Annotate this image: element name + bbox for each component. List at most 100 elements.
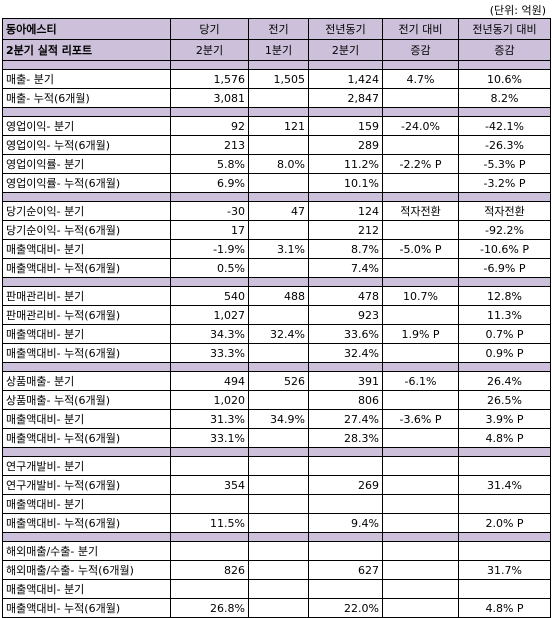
row-label: 매출액대비- 누적(6개월) (2, 513, 171, 533)
row-label: 영업이익- 분기 (2, 116, 171, 136)
table-row: 매출액대비- 누적(6개월) 26.8% 22.0% 4.8% P (2, 598, 551, 618)
col-header-yoy: 전년동기 (308, 18, 383, 40)
cell-previous: 47 (248, 201, 309, 221)
table-row: 매출- 분기 1,576 1,505 1,424 4.7% 10.6% (2, 69, 551, 89)
row-label: 매출- 누적(6개월) (2, 88, 171, 108)
cell-yoy-change: 적자전환 (458, 201, 551, 221)
table-body: 매출- 분기 1,576 1,505 1,424 4.7% 10.6% 매출- 누적(6개월… (2, 60, 551, 618)
cell-previous (248, 173, 309, 193)
table-row: 해외매출/수출- 누적(6개월) 826 627 31.7% (2, 560, 551, 580)
cell-qoq-change: -24.0% (382, 116, 459, 136)
row-label: 판매관리비- 누적(6개월) (2, 305, 171, 325)
cell-current: 6.9% (170, 173, 249, 193)
separator-cell (2, 362, 171, 372)
cell-previous (248, 513, 309, 533)
cell-previous (248, 579, 309, 599)
col-header-yoy-change: 전년동기 대비 (458, 18, 551, 40)
cell-yoy (308, 494, 383, 514)
table-row: 영업이익- 누적(6개월) 213 289 -26.3% (2, 135, 551, 155)
cell-yoy: 2,847 (308, 88, 383, 108)
cell-qoq-change: -3.6% P (382, 409, 459, 429)
table-row: 영업이익률- 분기 5.8% 8.0% 11.2% -2.2% P -5.3% P (2, 154, 551, 174)
cell-yoy: 806 (308, 390, 383, 410)
separator-cell (382, 447, 459, 457)
cell-yoy-change: -10.6% P (458, 239, 551, 259)
section-separator (2, 192, 551, 202)
separator-cell (382, 107, 459, 117)
table-row: 영업이익률- 누적(6개월) 6.9% 10.1% -3.2% P (2, 173, 551, 193)
cell-current: 213 (170, 135, 249, 155)
unit-label: (단위: 억원) (489, 4, 546, 17)
cell-previous (248, 475, 309, 495)
separator-cell (308, 532, 383, 542)
row-label: 당기순이익- 분기 (2, 201, 171, 221)
cell-qoq-change (382, 173, 459, 193)
table-row: 당기순이익- 누적(6개월) 17 212 -92.2% (2, 220, 551, 240)
cell-previous: 526 (248, 371, 309, 391)
cell-qoq-change (382, 456, 459, 476)
cell-yoy-change: 11.3% (458, 305, 551, 325)
separator-cell (2, 447, 171, 457)
cell-yoy: 124 (308, 201, 383, 221)
row-label: 매출액대비- 분기 (2, 494, 171, 514)
section-separator (2, 60, 551, 70)
table-row: 매출액대비- 누적(6개월) 33.1% 28.3% 4.8% P (2, 428, 551, 448)
row-label: 매출액대비- 누적(6개월) (2, 343, 171, 363)
separator-cell (2, 107, 171, 117)
cell-yoy: 33.6% (308, 324, 383, 344)
cell-yoy: 269 (308, 475, 383, 495)
separator-cell (170, 107, 249, 117)
cell-qoq-change: -5.0% P (382, 239, 459, 259)
cell-qoq-change: 1.9% P (382, 324, 459, 344)
cell-current: 17 (170, 220, 249, 240)
cell-qoq-change (382, 541, 459, 561)
separator-cell (170, 532, 249, 542)
separator-cell (382, 277, 459, 287)
separator-cell (248, 362, 309, 372)
separator-cell (2, 60, 171, 70)
cell-yoy: 923 (308, 305, 383, 325)
row-label: 해외매출/수출- 분기 (2, 541, 171, 561)
cell-yoy-change: 4.8% P (458, 598, 551, 618)
cell-yoy: 212 (308, 220, 383, 240)
cell-previous (248, 390, 309, 410)
cell-yoy-change: -26.3% (458, 135, 551, 155)
cell-previous (248, 135, 309, 155)
cell-previous (248, 305, 309, 325)
separator-cell (458, 362, 551, 372)
cell-yoy-change: 31.4% (458, 475, 551, 495)
cell-yoy-change: 26.4% (458, 371, 551, 391)
separator-cell (458, 60, 551, 70)
table-row: 매출액대비- 분기 (2, 494, 551, 514)
cell-yoy-change: -3.2% P (458, 173, 551, 193)
row-label: 매출액대비- 분기 (2, 239, 171, 259)
cell-qoq-change (382, 220, 459, 240)
row-label: 판매관리비- 분기 (2, 286, 171, 306)
cell-yoy: 1,424 (308, 69, 383, 89)
cell-previous (248, 541, 309, 561)
cell-current: 31.3% (170, 409, 249, 429)
separator-cell (458, 277, 551, 287)
cell-previous: 34.9% (248, 409, 309, 429)
report-title-line1: 동아에스티 (2, 18, 171, 40)
cell-previous (248, 560, 309, 580)
cell-current (170, 579, 249, 599)
cell-yoy-change: 10.6% (458, 69, 551, 89)
separator-cell (308, 107, 383, 117)
cell-yoy-change (458, 541, 551, 561)
cell-yoy: 7.4% (308, 258, 383, 278)
table-row: 매출액대비- 분기 34.3% 32.4% 33.6% 1.9% P 0.7% P (2, 324, 551, 344)
separator-cell (248, 60, 309, 70)
table-row: 판매관리비- 분기 540 488 478 10.7% 12.8% (2, 286, 551, 306)
cell-current (170, 541, 249, 561)
row-label: 연구개발비- 누적(6개월) (2, 475, 171, 495)
separator-cell (382, 532, 459, 542)
table-row: 해외매출/수출- 분기 (2, 541, 551, 561)
section-separator (2, 277, 551, 287)
cell-current: 3,081 (170, 88, 249, 108)
row-label: 연구개발비- 분기 (2, 456, 171, 476)
cell-qoq-change (382, 579, 459, 599)
cell-current (170, 456, 249, 476)
cell-yoy-change: -6.9% P (458, 258, 551, 278)
table-header: 동아에스티 당기 전기 전년동기 전기 대비 전년동기 대비 2분기 실적 리포… (2, 18, 551, 61)
